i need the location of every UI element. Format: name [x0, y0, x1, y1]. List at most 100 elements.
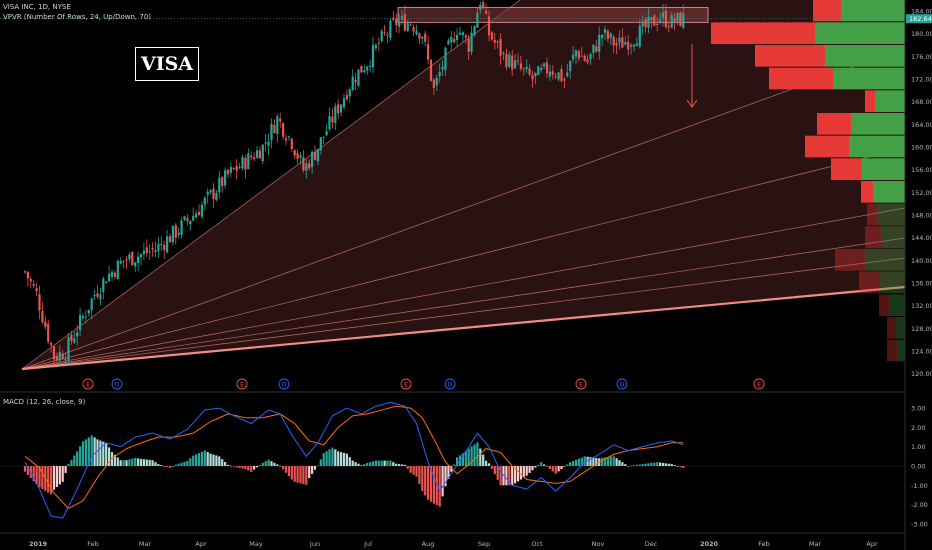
fan-line: [21, 207, 905, 370]
histogram-bar-up: [180, 462, 183, 466]
candle-up: [195, 213, 198, 218]
histogram-bar-up: [473, 444, 476, 466]
candle-down: [395, 18, 398, 26]
histogram-bar-up: [209, 453, 212, 466]
candle-up: [261, 144, 264, 162]
candle-up: [287, 136, 290, 138]
candle-up: [311, 151, 314, 167]
candle-down: [377, 42, 380, 44]
candle-down: [279, 118, 282, 122]
volume-bar-down: [867, 203, 877, 226]
candle-up: [641, 21, 644, 27]
histogram-bar-up: [569, 462, 572, 466]
candle-up: [638, 25, 641, 47]
volume-bar-up: [877, 203, 905, 226]
candle-up: [305, 163, 308, 171]
histogram-bar-up: [70, 459, 73, 466]
candle-up: [134, 262, 137, 267]
histogram-bar-up: [96, 439, 99, 466]
candle-down: [345, 94, 348, 100]
histogram-bar-up: [67, 464, 70, 466]
fan-line: [21, 257, 905, 370]
candle-down: [644, 19, 647, 28]
candle-up: [398, 21, 401, 27]
last-price-tag: [906, 14, 932, 24]
candle-up: [90, 298, 93, 311]
candle-up: [415, 30, 418, 35]
price-tick-label: 132.00: [911, 302, 932, 310]
volume-bar-down: [879, 294, 889, 316]
volume-bar-down: [817, 113, 851, 135]
volume-bar-up: [851, 113, 905, 135]
histogram-bar-down: [508, 466, 511, 486]
histogram-bar-up: [221, 459, 224, 466]
histogram-bar-up: [81, 441, 85, 466]
histogram-bar-down: [244, 466, 247, 470]
dividend-marker: [278, 378, 290, 390]
candle-up: [374, 44, 377, 49]
candle-up: [247, 153, 250, 169]
candle-up: [456, 34, 459, 41]
candle-up: [316, 148, 319, 162]
candle-down: [232, 167, 235, 169]
histogram-bar-down: [253, 466, 256, 470]
candle-down: [55, 356, 58, 360]
histogram-bar-down: [435, 466, 438, 506]
candle-up: [238, 167, 241, 169]
candle-up: [264, 142, 267, 144]
histogram-bar-up: [371, 461, 375, 466]
fan-line: [21, 47, 905, 370]
histogram-bar-down: [528, 466, 531, 473]
histogram-bar-up: [464, 450, 467, 466]
macd-tick-label: 1.00: [911, 443, 925, 451]
candle-up: [598, 35, 601, 52]
candle-down: [250, 155, 253, 158]
candle-down: [29, 278, 32, 282]
candle-down: [502, 52, 505, 54]
candle-down: [293, 150, 296, 156]
marker-label: D: [448, 382, 453, 389]
histogram-bar-up: [134, 457, 137, 466]
histogram-bar-down: [490, 466, 493, 469]
histogram-bar-down: [50, 466, 53, 495]
candle-down: [26, 271, 29, 279]
candle-up: [209, 190, 212, 193]
histogram-bar-down: [47, 466, 50, 493]
volume-bar-down: [865, 226, 881, 248]
histogram-bar-up: [279, 466, 282, 467]
candle-up: [441, 66, 444, 70]
histogram-bar-down: [41, 466, 44, 489]
volume-bar-down: [887, 317, 895, 339]
volume-bar-up: [879, 271, 905, 294]
histogram-bar-up: [99, 440, 102, 466]
histogram-bar-up: [163, 466, 166, 467]
candle-up: [116, 260, 119, 280]
histogram-bar-down: [64, 466, 67, 473]
price-tick-label: 140.00: [911, 257, 932, 265]
candle-down: [615, 43, 618, 46]
histogram-bar-down: [505, 466, 508, 486]
histogram-bar-up: [612, 456, 615, 466]
candle-down: [337, 104, 340, 114]
vpvr-legend: VPVR (Number Of Rows, 24, Up/Down, 70): [3, 13, 152, 21]
histogram-bar-up: [197, 453, 201, 466]
histogram-bar-up: [351, 460, 354, 466]
histogram-bar-up: [224, 462, 227, 466]
histogram-bar-up: [337, 451, 340, 466]
candle-down: [284, 138, 288, 141]
candle-up: [270, 123, 273, 140]
candle-down: [354, 79, 357, 83]
price-tick-label: 128.00: [911, 325, 932, 333]
histogram-bar-down: [302, 466, 305, 485]
histogram-bar-down: [499, 466, 502, 486]
histogram-bar-down: [23, 466, 27, 472]
candle-up: [342, 98, 346, 108]
candle-up: [400, 16, 404, 20]
histogram-bar-up: [360, 465, 363, 466]
histogram-bar-up: [366, 462, 369, 466]
histogram-bar-up: [151, 460, 154, 466]
histogram-bar-up: [470, 446, 473, 466]
candle-down: [577, 51, 580, 59]
